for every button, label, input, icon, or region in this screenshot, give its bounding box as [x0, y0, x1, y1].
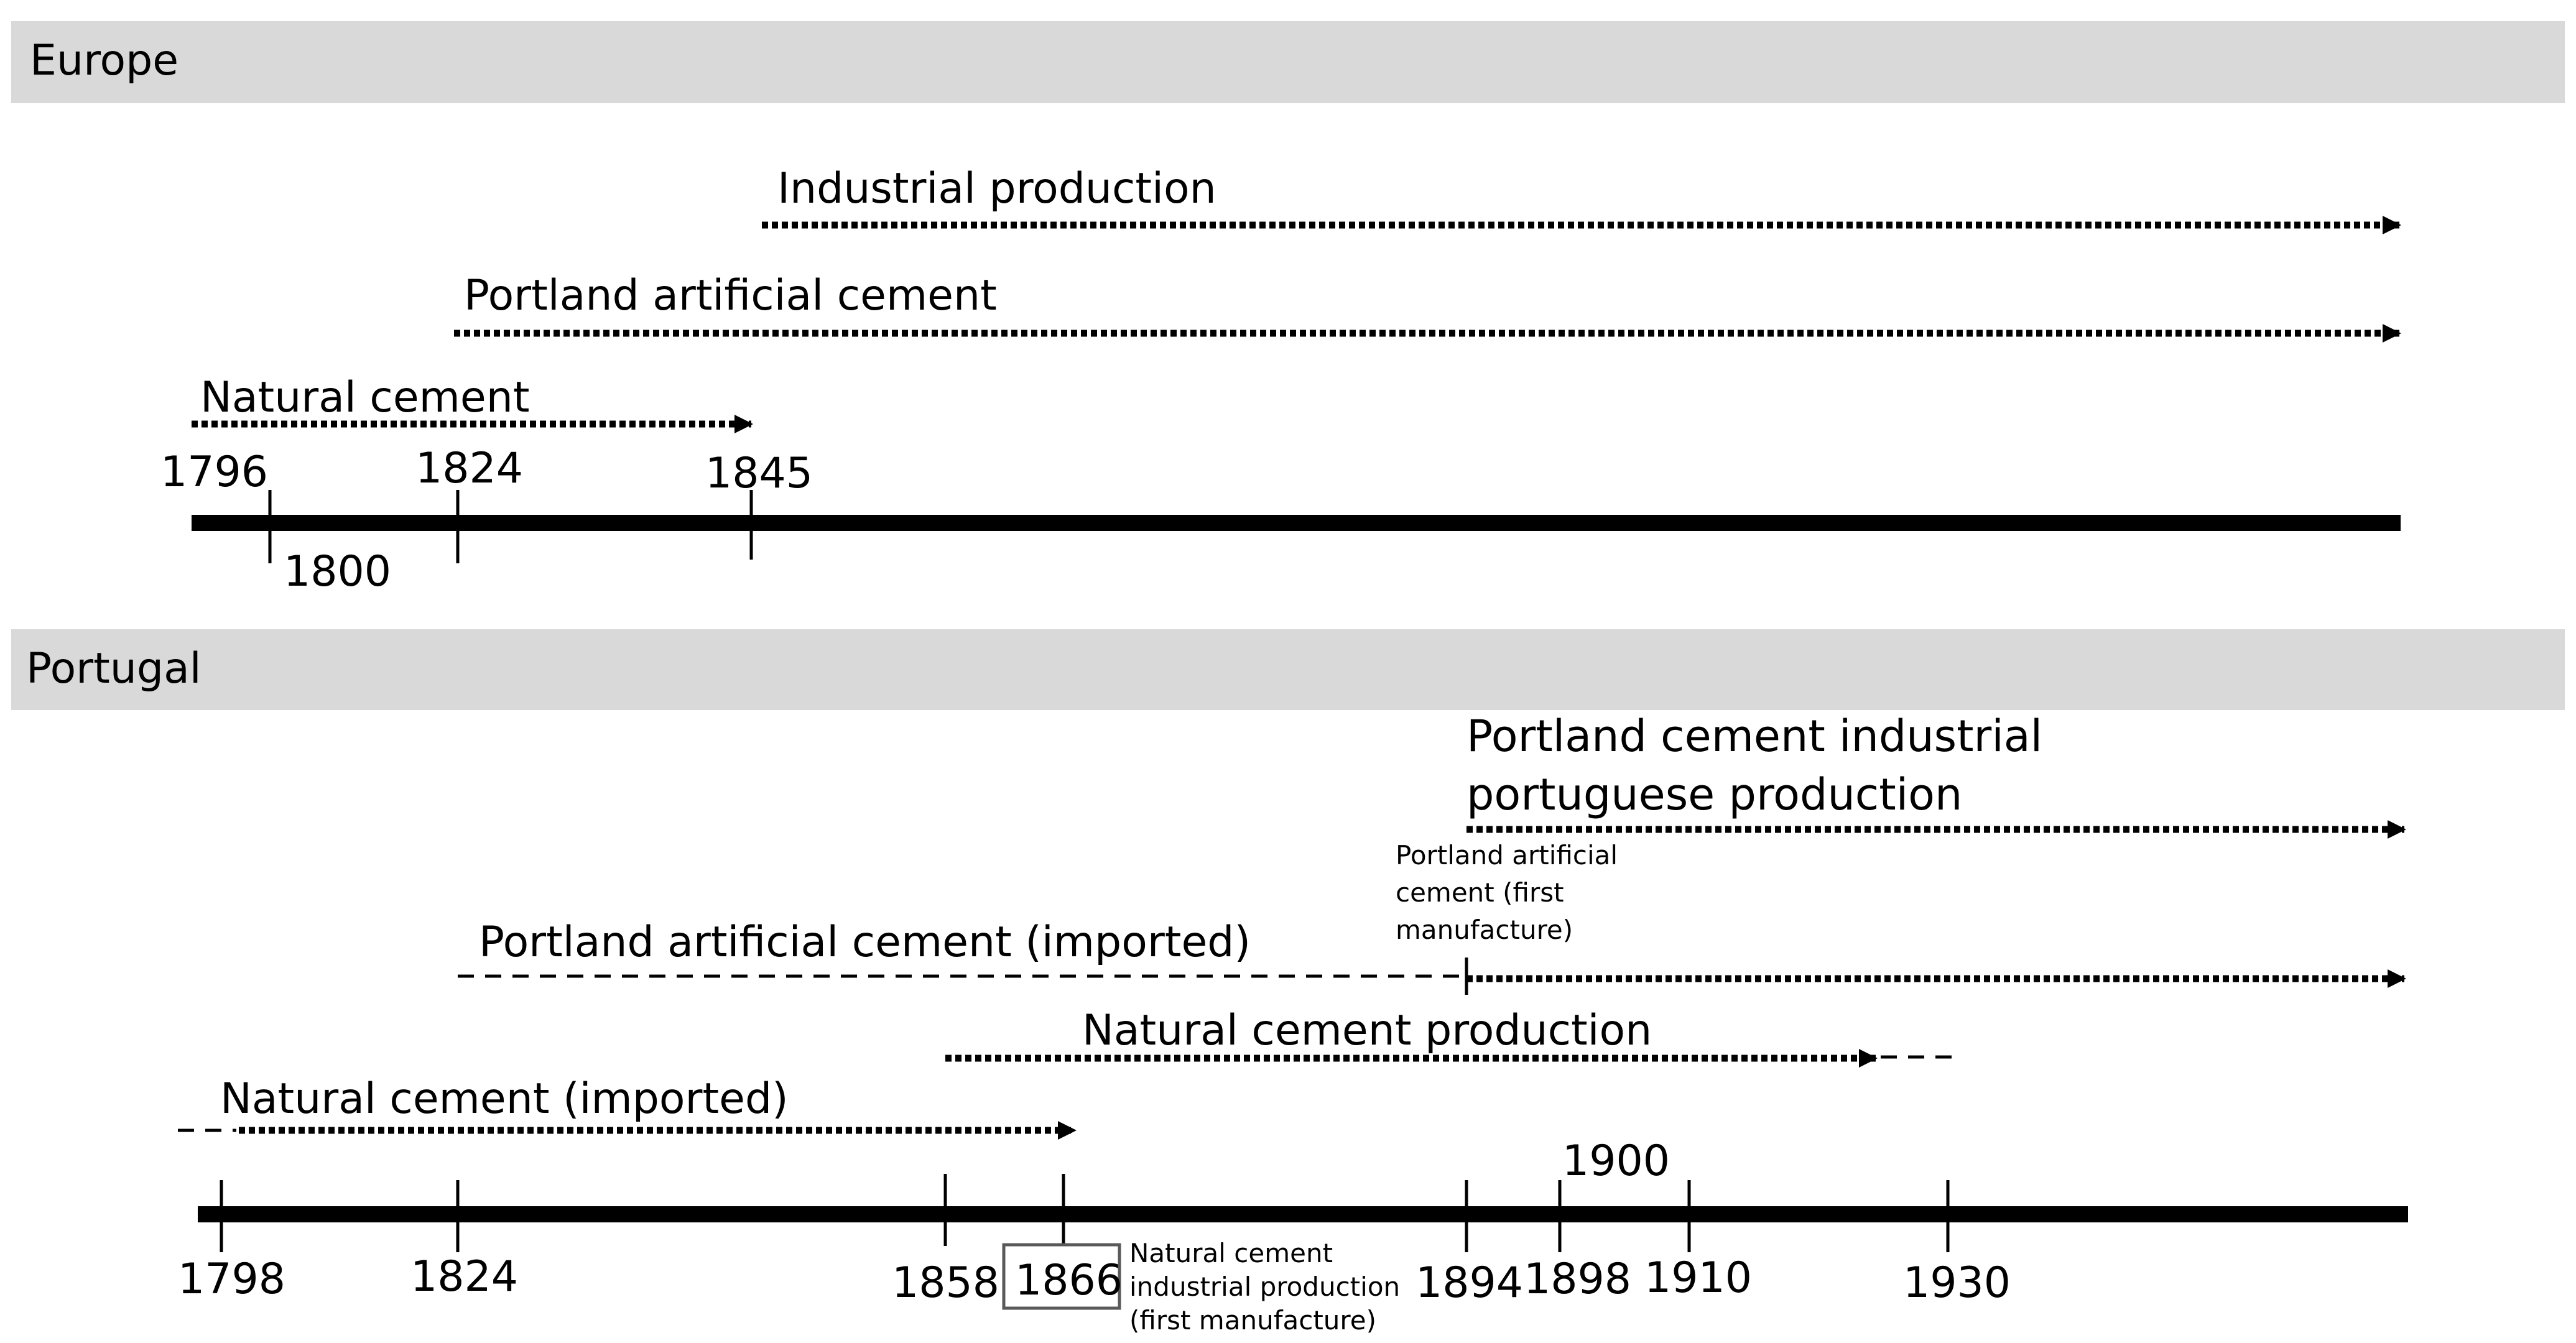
- europe-header-band: [11, 21, 2565, 103]
- portugal-header: Portugal: [26, 644, 202, 693]
- portugal-year-1866: 1866: [1015, 1256, 1123, 1305]
- portugal-year-1858: 1858: [892, 1258, 999, 1308]
- europe-year-1824: 1824: [415, 444, 523, 493]
- europe-header: Europe: [30, 36, 178, 85]
- europe-natural-label: Natural cement: [200, 373, 530, 422]
- portugal-1866-highlight-box: [1002, 1243, 1121, 1310]
- portugal-portland-imported-label: Portland artificial cement (imported): [479, 918, 1251, 967]
- europe-year-1796: 1796: [160, 448, 268, 497]
- portugal-note-natural-first-line3: (first manufacture): [1129, 1305, 1376, 1336]
- portugal-portland-industrial-label-line1: Portland cement industrial: [1466, 711, 2042, 762]
- europe-year-1845: 1845: [705, 449, 813, 498]
- portugal-portland-industrial-label-line2: portuguese production: [1466, 769, 1962, 820]
- portugal-note-portland-first-line2: cement (first: [1396, 877, 1564, 908]
- portugal-year-1910: 1910: [1644, 1253, 1752, 1303]
- portugal-year-1930: 1930: [1903, 1258, 2011, 1308]
- europe-portland-label: Portland artificial cement: [464, 271, 997, 320]
- europe-industrial-label: Industrial production: [777, 164, 1216, 213]
- portugal-year-1894: 1894: [1415, 1258, 1523, 1308]
- europe-timeline-axis: [192, 515, 2401, 531]
- portugal-year-1900: 1900: [1562, 1137, 1670, 1186]
- portugal-year-1898: 1898: [1524, 1255, 1631, 1304]
- europe-year-1800: 1800: [284, 547, 391, 596]
- portugal-natural-production-label: Natural cement production: [1082, 1006, 1652, 1055]
- portugal-note-portland-first-line3: manufacture): [1396, 915, 1573, 945]
- portugal-header-band: [11, 629, 2565, 710]
- portugal-year-1798: 1798: [178, 1255, 285, 1304]
- portugal-timeline-axis: [198, 1206, 2408, 1222]
- portugal-year-1824: 1824: [410, 1252, 518, 1301]
- portugal-note-natural-first-line1: Natural cement: [1129, 1238, 1333, 1268]
- portugal-note-natural-first-line2: industrial production: [1129, 1271, 1400, 1302]
- portugal-natural-imported-label: Natural cement (imported): [220, 1074, 789, 1124]
- portugal-note-portland-first-line1: Portland artificial: [1396, 840, 1618, 870]
